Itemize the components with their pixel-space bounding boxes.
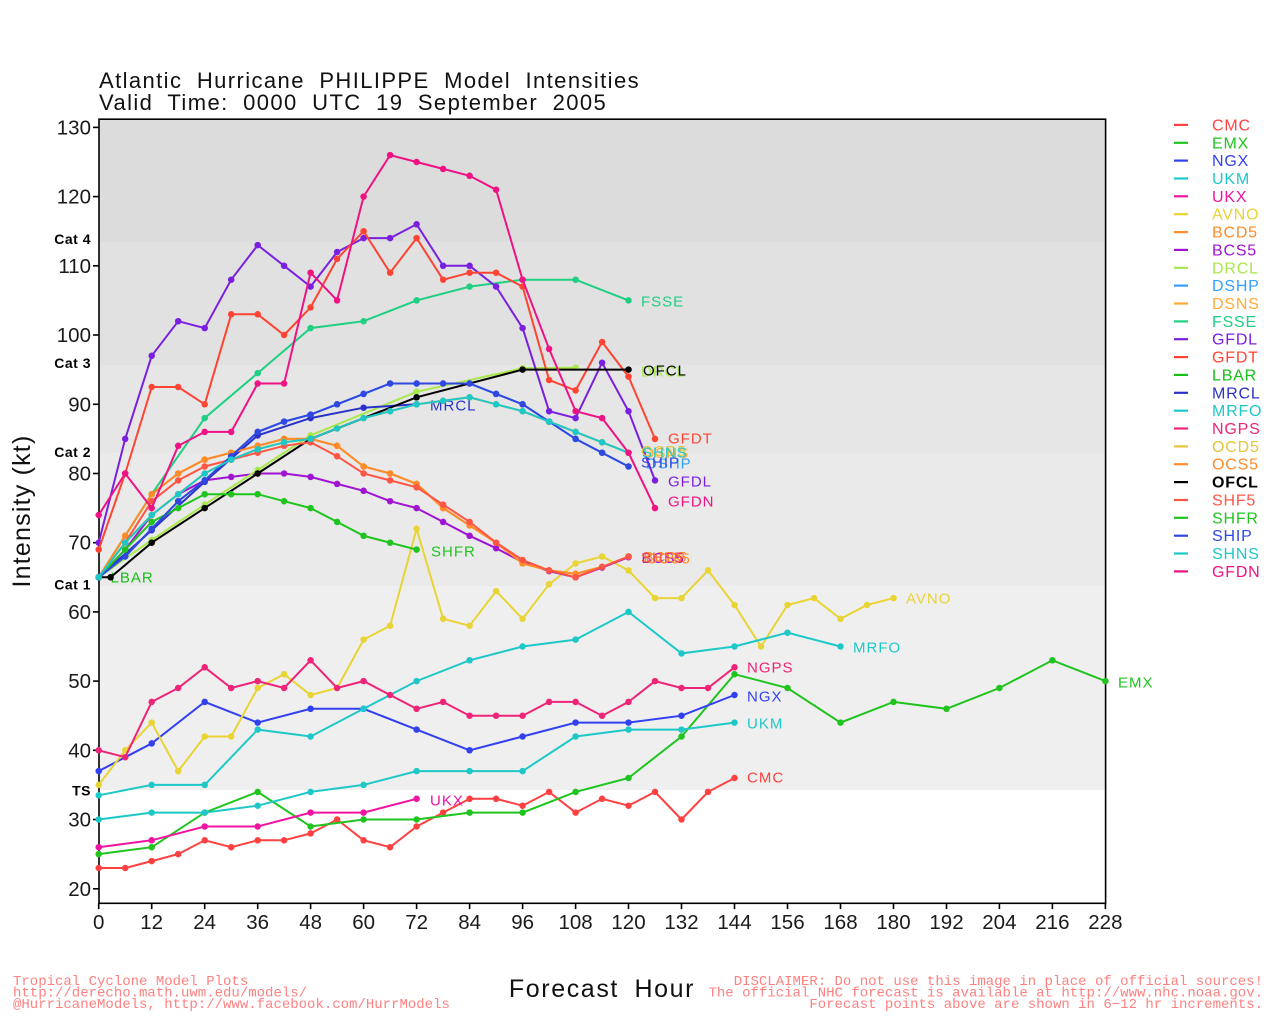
svg-text:110: 110	[58, 255, 91, 278]
svg-text:108: 108	[558, 911, 592, 934]
svg-text:GFDN: GFDN	[1212, 564, 1261, 581]
svg-text:90: 90	[68, 393, 91, 416]
svg-text:OCD5: OCD5	[641, 443, 687, 460]
svg-text:DISCLAIMER: Do not use this im: DISCLAIMER: Do not use this image in pla…	[734, 974, 1263, 990]
svg-text:204: 204	[982, 911, 1016, 934]
svg-text:Forecast points above are show: Forecast points above are shown in 6−12 …	[809, 997, 1263, 1013]
svg-text:24: 24	[193, 911, 216, 934]
svg-text:MRFO: MRFO	[1212, 403, 1262, 420]
svg-text:http://derecho.math.uwm.edu/mo: http://derecho.math.uwm.edu/models/	[13, 986, 307, 1002]
svg-text:Cat 4: Cat 4	[54, 231, 91, 247]
svg-text:228: 228	[1088, 911, 1122, 934]
svg-text:30: 30	[68, 809, 91, 832]
svg-text:0: 0	[93, 911, 104, 934]
svg-text:SHFR: SHFR	[1212, 510, 1259, 527]
svg-text:NGX: NGX	[747, 689, 783, 706]
svg-text:BCD5: BCD5	[644, 549, 688, 566]
svg-text:Intensity (kt): Intensity (kt)	[8, 435, 36, 588]
svg-text:CMC: CMC	[1212, 117, 1251, 134]
svg-text:216: 216	[1035, 911, 1069, 934]
svg-text:Valid Time: 0000 UTC 19 Septem: Valid Time: 0000 UTC 19 September 2005	[99, 90, 607, 115]
svg-text:SHF5: SHF5	[641, 550, 683, 567]
svg-text:SHNS: SHNS	[642, 445, 688, 462]
svg-text:@HurricaneModels, http://www.f: @HurricaneModels, http://www.facebook.co…	[13, 997, 450, 1013]
svg-text:EMX: EMX	[1212, 135, 1249, 152]
svg-text:Cat 3: Cat 3	[54, 355, 91, 371]
svg-text:Atlantic Hurricane PHILIPPE Mo: Atlantic Hurricane PHILIPPE Model Intens…	[99, 68, 640, 93]
svg-text:OCS5: OCS5	[1212, 457, 1259, 474]
svg-text:96: 96	[511, 911, 534, 934]
svg-text:LBAR: LBAR	[1212, 367, 1257, 384]
svg-text:NGPS: NGPS	[1212, 421, 1261, 438]
svg-text:72: 72	[405, 911, 428, 934]
svg-text:120: 120	[57, 186, 91, 209]
svg-text:OCD5: OCD5	[1212, 439, 1260, 456]
svg-text:GFDT: GFDT	[668, 431, 713, 448]
svg-text:192: 192	[929, 911, 963, 934]
svg-text:UKM: UKM	[1212, 171, 1250, 188]
svg-text:EMX: EMX	[1118, 675, 1154, 692]
svg-text:132: 132	[664, 911, 698, 934]
svg-text:120: 120	[611, 911, 645, 934]
svg-text:AVNO: AVNO	[1212, 207, 1259, 224]
svg-text:GFDL: GFDL	[668, 474, 712, 491]
svg-text:OFCL: OFCL	[643, 363, 687, 380]
svg-text:168: 168	[823, 911, 857, 934]
svg-text:84: 84	[458, 911, 481, 934]
svg-text:SHFR: SHFR	[431, 544, 476, 561]
svg-text:MRFO: MRFO	[853, 640, 901, 657]
svg-text:GFDN: GFDN	[668, 494, 715, 511]
svg-text:OFCL: OFCL	[1212, 475, 1259, 492]
svg-text:DSNS: DSNS	[644, 445, 690, 462]
svg-text:NGPS: NGPS	[747, 660, 794, 677]
svg-text:BCD5: BCD5	[1212, 225, 1258, 242]
svg-text:80: 80	[68, 463, 91, 486]
svg-text:DSNS: DSNS	[1212, 296, 1260, 313]
svg-text:130: 130	[57, 116, 91, 139]
svg-text:FSSE: FSSE	[641, 294, 684, 311]
svg-text:Cat 1: Cat 1	[54, 577, 91, 593]
svg-text:GFDT: GFDT	[1212, 350, 1259, 367]
svg-text:70: 70	[68, 532, 91, 555]
svg-text:BCS5: BCS5	[1212, 242, 1257, 259]
svg-text:20: 20	[68, 878, 91, 901]
svg-text:DRCL: DRCL	[641, 364, 686, 381]
svg-text:SHNS: SHNS	[1212, 546, 1260, 563]
svg-text:60: 60	[68, 601, 91, 624]
svg-text:DRCL: DRCL	[1212, 260, 1259, 277]
svg-text:180: 180	[876, 911, 910, 934]
svg-text:48: 48	[299, 911, 322, 934]
svg-text:AVNO: AVNO	[906, 591, 951, 608]
svg-text:GFDL: GFDL	[1212, 332, 1258, 349]
svg-text:MRCL: MRCL	[1212, 385, 1261, 402]
svg-text:UKX: UKX	[430, 793, 464, 810]
svg-text:Tropical Cyclone Model Plots: Tropical Cyclone Model Plots	[13, 974, 248, 990]
svg-text:12: 12	[140, 911, 163, 934]
svg-text:60: 60	[352, 911, 375, 934]
svg-text:144: 144	[717, 911, 751, 934]
svg-text:UKX: UKX	[1212, 189, 1247, 206]
svg-text:UKM: UKM	[747, 716, 783, 733]
svg-text:DSHP: DSHP	[646, 456, 692, 473]
svg-text:SHIP: SHIP	[641, 455, 680, 472]
svg-text:NGX: NGX	[1212, 153, 1249, 170]
svg-text:The official NHC forecast is a: The official NHC forecast is available a…	[709, 986, 1264, 1002]
svg-text:36: 36	[246, 911, 269, 934]
svg-text:FSSE: FSSE	[1212, 314, 1257, 331]
svg-text:CMC: CMC	[747, 770, 784, 787]
svg-text:LBAR: LBAR	[111, 570, 154, 587]
svg-text:TS: TS	[72, 783, 91, 799]
svg-text:156: 156	[770, 911, 804, 934]
svg-text:Cat 2: Cat 2	[54, 444, 91, 460]
svg-text:SHF5: SHF5	[1212, 493, 1256, 510]
svg-text:SHIP: SHIP	[1212, 528, 1253, 545]
svg-text:40: 40	[68, 739, 91, 762]
svg-text:OCS5: OCS5	[646, 551, 691, 568]
svg-text:100: 100	[57, 324, 91, 347]
svg-text:DSHP: DSHP	[1212, 278, 1260, 295]
svg-text:50: 50	[68, 670, 91, 693]
svg-text:BCS5: BCS5	[642, 550, 685, 567]
svg-text:Forecast Hour: Forecast Hour	[509, 975, 695, 1003]
